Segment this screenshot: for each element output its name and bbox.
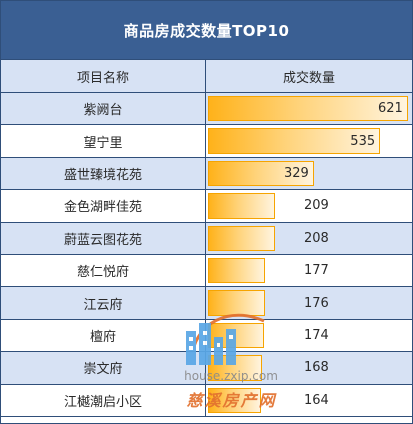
project-name: 望宁里: [1, 125, 206, 157]
table-row: 慈仁悦府 177: [1, 254, 412, 288]
deal-count-cell: 176: [206, 287, 412, 318]
deal-count-cell: 329: [206, 158, 412, 189]
table-header: 项目名称 成交数量: [1, 59, 412, 93]
project-name: 紫阙台: [1, 93, 206, 125]
deal-count-bar: [208, 290, 265, 316]
table-row: 江云府 176: [1, 287, 412, 320]
deal-count-bar: [208, 128, 381, 154]
deal-count-value: 177: [304, 263, 329, 279]
deal-count-value: 208: [304, 230, 329, 246]
deal-count-bar: [208, 387, 261, 413]
deal-count-bar: [208, 193, 276, 219]
header-deal-count: 成交数量: [282, 70, 335, 86]
deal-count-bar: [208, 160, 314, 187]
table-body: 紫阙台 621 望宁里 535 盛世臻境花苑 329 金色湖畔佳苑 209 蔚蓝云图花苑 208 慈…: [1, 93, 412, 417]
deal-count-value: 535: [350, 133, 376, 149]
deal-count-cell: 164: [206, 385, 412, 416]
project-name: 盛世臻境花苑: [1, 157, 206, 190]
deal-count-bar: [208, 225, 275, 251]
project-name: 江云府: [1, 287, 206, 319]
deal-count-cell: 177: [206, 255, 412, 286]
deal-count-bar: [208, 96, 408, 122]
deal-count-cell: 209: [206, 190, 412, 221]
ranking-table: 项目名称 成交数量 紫阙台 621 望宁里 535 盛世臻境花苑 329 金色湖畔佳苑 209…: [1, 59, 412, 417]
deal-count-value: 164: [304, 392, 329, 408]
deal-count-value: 168: [304, 360, 329, 376]
deal-count-value: 174: [304, 327, 329, 343]
project-name: 蔚蓝云图花苑: [1, 222, 206, 254]
project-name: 檀府: [1, 319, 206, 352]
deal-count-cell: 621: [206, 93, 412, 124]
table-row: 崇文府 168: [1, 352, 412, 385]
table-row: 金色湖畔佳苑 209: [1, 190, 412, 223]
deal-count-cell: 168: [206, 352, 412, 383]
deal-count-bar: [208, 355, 263, 381]
deal-count-cell: 535: [206, 125, 412, 156]
project-name: 金色湖畔佳苑: [1, 190, 206, 222]
deal-count-value: 621: [378, 101, 403, 117]
deal-count-bar: [208, 322, 265, 349]
deal-count-value: 329: [284, 165, 309, 181]
project-name: 慈仁悦府: [1, 254, 206, 287]
project-name: 江樾潮启小区: [1, 384, 206, 416]
table-row: 蔚蓝云图花苑 208: [1, 222, 412, 255]
project-name: 崇文府: [1, 352, 206, 384]
chart-title: 商品房成交数量TOP10: [1, 1, 412, 59]
deal-count-value: 209: [304, 198, 329, 214]
table-row: 江樾潮启小区 164: [1, 384, 412, 417]
header-project-name: 项目名称: [1, 60, 206, 92]
table-row: 盛世臻境花苑 329: [1, 157, 412, 191]
deal-count-bar: [208, 257, 265, 284]
table-row: 望宁里 535: [1, 125, 412, 158]
table-row: 檀府 174: [1, 319, 412, 353]
deal-count-cell: 174: [206, 320, 412, 351]
table-row: 紫阙台 621: [1, 93, 412, 126]
deal-count-value: 176: [304, 295, 329, 311]
deal-count-cell: 208: [206, 223, 412, 254]
